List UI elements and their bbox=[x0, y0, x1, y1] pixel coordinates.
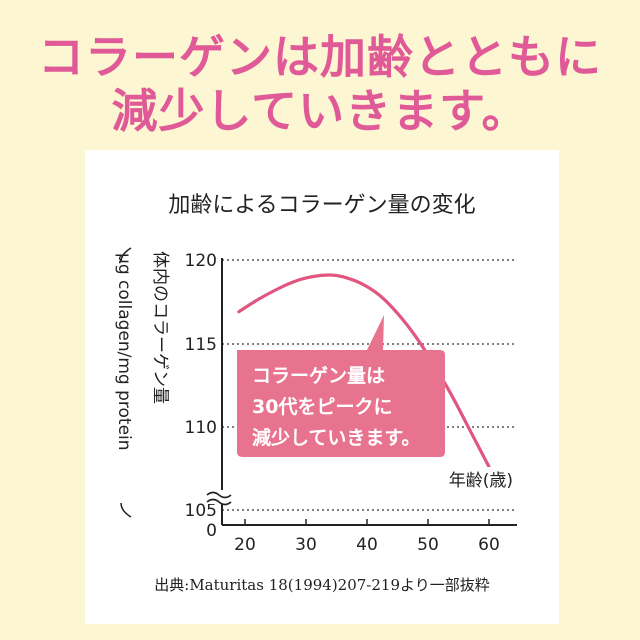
x-axis-label: 年齢(歳) bbox=[449, 471, 513, 491]
callout-line-1: コラーゲン量は bbox=[252, 365, 385, 387]
chart-card: 加齢によるコラーゲン量の変化 0 105 110 115 120 20 30 40 50 60 … bbox=[85, 150, 559, 624]
collagen-series-line bbox=[237, 273, 491, 469]
y-tick-label: 105 bbox=[185, 501, 217, 521]
y-axis-label: 体内のコラーゲン量 bbox=[150, 251, 170, 404]
y-tick-label: 115 bbox=[185, 335, 217, 355]
headline-line-1: コラーゲンは加齢とともに bbox=[38, 30, 602, 84]
x-tick-label: 60 bbox=[478, 535, 500, 555]
axis-break-icon bbox=[205, 490, 239, 506]
x-tick-labels: 20 30 40 50 60 bbox=[234, 519, 500, 555]
callout-line-2: 30代をピークに bbox=[252, 396, 392, 418]
callout-bubble: コラーゲン量は 30代をピークに 減少していきます。 bbox=[237, 315, 445, 457]
y-tick-label: 0 bbox=[206, 521, 217, 541]
x-tick-label: 40 bbox=[356, 535, 378, 555]
chart-title: 加齢によるコラーゲン量の変化 bbox=[168, 193, 475, 218]
y-tick-label: 110 bbox=[185, 418, 217, 438]
callout-line-3: 減少していきます。 bbox=[252, 426, 421, 449]
x-axis-label-bg bbox=[430, 467, 514, 491]
x-tick-label: 20 bbox=[234, 535, 256, 555]
y-axis-unit-label: μg collagen/mg protein bbox=[114, 253, 134, 451]
headline-line-2: 減少していきます。 bbox=[111, 84, 529, 138]
x-tick-label: 30 bbox=[295, 535, 317, 555]
y-tick-label: 120 bbox=[185, 251, 217, 271]
source-citation: 出典:Maturitas 18(1994)207-219より一部抜粋 bbox=[154, 576, 489, 594]
y-axis-unit: μg collagen/mg protein bbox=[114, 247, 134, 518]
x-tick-label: 50 bbox=[417, 535, 439, 555]
